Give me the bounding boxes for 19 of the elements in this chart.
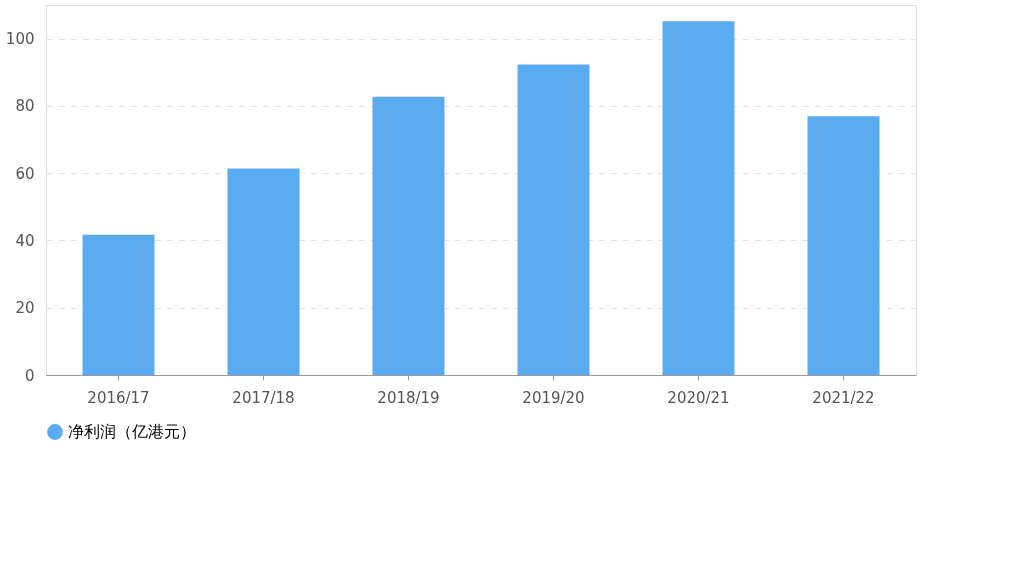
y-tick-label: 100 <box>5 30 35 49</box>
bar <box>662 21 735 375</box>
x-tick-label: 2020/21 <box>667 388 730 407</box>
bar <box>807 116 880 375</box>
x-tick-label: 2021/22 <box>812 388 875 407</box>
x-tick-label: 2018/19 <box>377 388 440 407</box>
y-tick-label: 80 <box>15 97 35 116</box>
y-tick-label: 20 <box>15 299 35 318</box>
y-tick-label: 60 <box>15 164 35 183</box>
bar <box>82 234 155 375</box>
y-tick-label: 0 <box>24 366 35 385</box>
legend-label: 净利润（亿港元） <box>68 422 196 441</box>
x-tick-label: 2016/17 <box>87 388 150 407</box>
bar <box>372 96 445 375</box>
bar <box>517 64 590 375</box>
y-tick-label: 40 <box>15 231 35 250</box>
bar <box>227 168 300 375</box>
x-tick-label: 2017/18 <box>232 388 295 407</box>
x-tick-label: 2019/20 <box>522 388 585 407</box>
